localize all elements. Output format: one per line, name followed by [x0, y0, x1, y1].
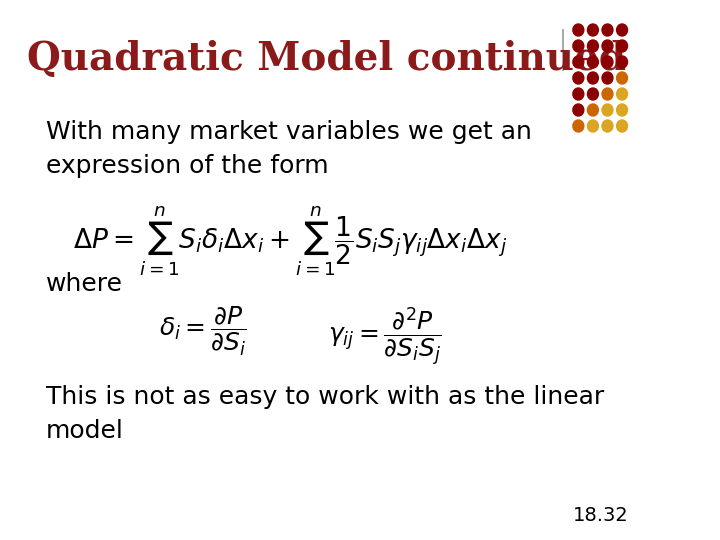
- Circle shape: [588, 56, 598, 68]
- Circle shape: [573, 104, 584, 116]
- Circle shape: [602, 40, 613, 52]
- Circle shape: [616, 40, 628, 52]
- Circle shape: [573, 56, 584, 68]
- Circle shape: [616, 88, 628, 100]
- Circle shape: [616, 72, 628, 84]
- Text: This is not as easy to work with as the linear
model: This is not as easy to work with as the …: [45, 385, 604, 442]
- Text: 18.32: 18.32: [572, 506, 629, 525]
- Circle shape: [573, 72, 584, 84]
- Circle shape: [602, 24, 613, 36]
- Circle shape: [602, 56, 613, 68]
- Circle shape: [573, 88, 584, 100]
- Circle shape: [616, 56, 628, 68]
- Circle shape: [573, 24, 584, 36]
- Circle shape: [602, 120, 613, 132]
- Circle shape: [588, 40, 598, 52]
- Circle shape: [602, 72, 613, 84]
- Text: Quadratic Model continued: Quadratic Model continued: [27, 40, 626, 78]
- Circle shape: [588, 24, 598, 36]
- Circle shape: [616, 120, 628, 132]
- Circle shape: [616, 24, 628, 36]
- Circle shape: [573, 40, 584, 52]
- Circle shape: [616, 104, 628, 116]
- Text: $\Delta P = \sum_{i=1}^{n} S_i \delta_i \Delta x_i + \sum_{i=1}^{n} \dfrac{1}{2}: $\Delta P = \sum_{i=1}^{n} S_i \delta_i …: [73, 205, 507, 279]
- Text: With many market variables we get an
expression of the form: With many market variables we get an exp…: [45, 120, 531, 178]
- Circle shape: [602, 88, 613, 100]
- Circle shape: [602, 104, 613, 116]
- Circle shape: [588, 104, 598, 116]
- Text: $\delta_i = \dfrac{\partial P}{\partial S_i}$: $\delta_i = \dfrac{\partial P}{\partial …: [159, 305, 247, 358]
- Circle shape: [588, 88, 598, 100]
- Text: where: where: [45, 272, 122, 296]
- Circle shape: [588, 120, 598, 132]
- Text: $\gamma_{ij} = \dfrac{\partial^2 P}{\partial S_i S_j}$: $\gamma_{ij} = \dfrac{\partial^2 P}{\par…: [328, 305, 441, 368]
- Circle shape: [588, 72, 598, 84]
- Circle shape: [573, 120, 584, 132]
